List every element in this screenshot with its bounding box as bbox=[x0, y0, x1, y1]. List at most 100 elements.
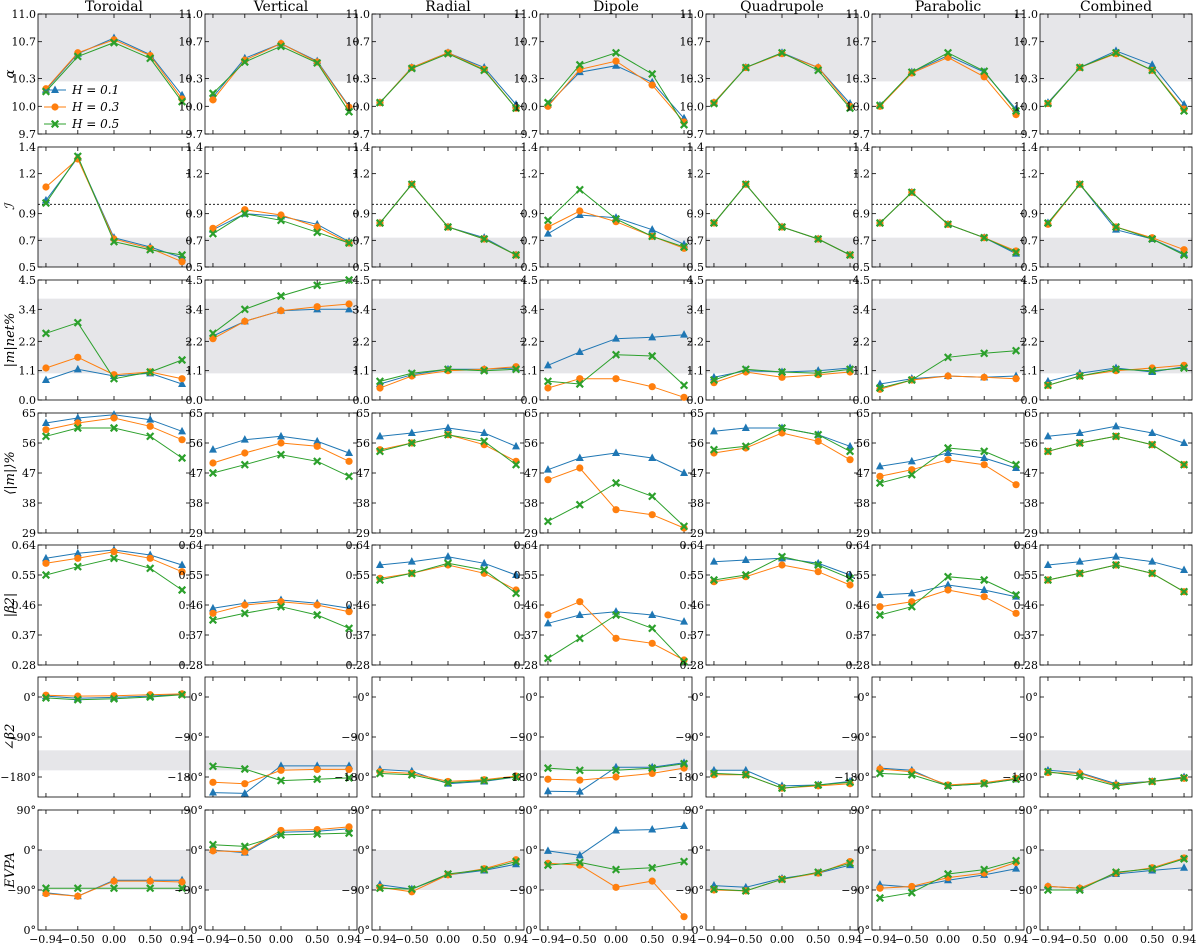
x-marker-stroke bbox=[1111, 48, 1121, 57]
data-point bbox=[1011, 460, 1021, 469]
x-marker-stroke bbox=[943, 48, 953, 57]
data-point bbox=[1111, 868, 1121, 877]
data-point bbox=[41, 329, 51, 338]
data-point bbox=[612, 375, 620, 383]
data-point bbox=[42, 426, 50, 434]
x-tick-label: −0.94 bbox=[697, 933, 731, 946]
panel-dipole-row3: 29 38 47 56 65 bbox=[524, 407, 693, 540]
data-point bbox=[277, 761, 285, 769]
y-tick-label: 65 bbox=[189, 407, 203, 420]
data-point bbox=[680, 330, 689, 338]
y-tick-label: −90° bbox=[7, 731, 36, 744]
data-point bbox=[709, 99, 719, 108]
x-marker-stroke bbox=[1075, 371, 1084, 381]
data-point bbox=[375, 98, 385, 107]
series-line bbox=[1047, 564, 1185, 593]
y-tick-label: 56 bbox=[524, 437, 538, 450]
data-point bbox=[907, 375, 916, 385]
x-marker-stroke bbox=[41, 570, 51, 580]
data-point bbox=[480, 565, 489, 575]
panel-vertical-row1: 0.5 0.7 0.9 1.2 1.4 bbox=[186, 141, 358, 274]
x-tick-label: 0.00 bbox=[1104, 933, 1129, 946]
data-point bbox=[74, 353, 82, 361]
data-point bbox=[1179, 106, 1189, 116]
x-marker-stroke bbox=[1043, 99, 1053, 108]
data-point bbox=[907, 68, 916, 77]
x-marker-stroke bbox=[845, 365, 855, 374]
panel-parabolic-row2: 0.0 1.1 2.2 3.4 4.5 bbox=[853, 274, 1025, 407]
x-marker-stroke bbox=[1043, 218, 1053, 228]
data-point bbox=[543, 465, 552, 473]
data-point bbox=[845, 104, 855, 113]
panel-radial-row3: 29 38 47 56 65 bbox=[356, 407, 525, 540]
data-point bbox=[612, 634, 620, 642]
x-marker-stroke bbox=[980, 575, 989, 585]
data-point bbox=[344, 472, 354, 481]
data-point bbox=[74, 892, 82, 900]
data-point bbox=[375, 377, 385, 386]
y-tick-label: 0.46 bbox=[1014, 599, 1039, 612]
data-point bbox=[814, 780, 823, 790]
axes-frame bbox=[871, 676, 1025, 798]
data-point bbox=[511, 460, 521, 469]
y-tick-label: 0° bbox=[692, 844, 705, 857]
x-marker-stroke bbox=[407, 64, 416, 73]
data-point bbox=[109, 554, 119, 563]
x-marker-stroke bbox=[814, 780, 823, 790]
data-point bbox=[1043, 885, 1053, 895]
data-point bbox=[1111, 560, 1121, 570]
y-tick-label: 47 bbox=[189, 467, 203, 480]
x-marker-stroke bbox=[109, 884, 119, 893]
y-tick-label: 0.5 bbox=[687, 261, 705, 274]
y-tick-label: 0.37 bbox=[846, 629, 871, 642]
x-marker-stroke bbox=[907, 602, 916, 611]
x-marker-stroke bbox=[845, 104, 855, 113]
x-tick-label: 0.94 bbox=[1172, 933, 1197, 946]
x-marker-stroke bbox=[679, 759, 689, 768]
x-marker-stroke bbox=[1179, 460, 1189, 469]
data-point bbox=[276, 776, 286, 785]
data-point bbox=[778, 561, 786, 569]
x-marker-stroke bbox=[1075, 772, 1084, 781]
data-point bbox=[814, 234, 823, 244]
y-tick-label: 0.5 bbox=[353, 261, 371, 274]
y-tick-label: 10.7 bbox=[514, 36, 539, 49]
x-marker-stroke bbox=[943, 220, 953, 229]
y-tick-label: 3.4 bbox=[687, 303, 705, 316]
data-point bbox=[543, 861, 553, 870]
data-point bbox=[612, 334, 620, 342]
series-line bbox=[713, 432, 851, 461]
data-point bbox=[1148, 234, 1157, 244]
axes-frame bbox=[539, 544, 693, 666]
x-marker-stroke bbox=[575, 766, 584, 775]
data-point bbox=[648, 863, 657, 872]
data-point bbox=[407, 770, 416, 779]
y-tick-label: 2.2 bbox=[687, 335, 705, 348]
axes-frame bbox=[871, 544, 1025, 666]
x-marker-stroke bbox=[41, 198, 51, 208]
x-marker-stroke bbox=[611, 865, 621, 874]
data-point bbox=[1179, 250, 1189, 260]
legend-marker bbox=[50, 119, 60, 129]
x-marker-stroke bbox=[1075, 438, 1084, 448]
y-tick-label: 9.7 bbox=[687, 128, 705, 141]
data-point bbox=[1075, 180, 1084, 189]
data-point bbox=[177, 585, 187, 595]
y-tick-label: 29 bbox=[1024, 527, 1038, 540]
panel-quadrupole-row3: 29 38 47 56 65 bbox=[690, 407, 859, 540]
data-point bbox=[1179, 854, 1189, 863]
x-marker-stroke bbox=[511, 857, 521, 866]
y-tick-label: 0° bbox=[24, 924, 37, 937]
data-point bbox=[407, 428, 416, 436]
y-tick-label: −90° bbox=[509, 731, 538, 744]
data-point bbox=[814, 437, 822, 445]
data-point bbox=[611, 350, 621, 359]
panel-quadrupole-row5: −180° −90° 0° bbox=[668, 676, 859, 798]
data-point bbox=[240, 305, 249, 314]
panel-vertical-row4: 0.28 0.37 0.46 0.55 0.64 bbox=[179, 539, 358, 672]
data-point bbox=[543, 360, 552, 369]
y-tick-label: 47 bbox=[1024, 467, 1038, 480]
data-point bbox=[313, 58, 322, 68]
data-point bbox=[1148, 428, 1157, 436]
x-marker-stroke bbox=[146, 692, 155, 702]
